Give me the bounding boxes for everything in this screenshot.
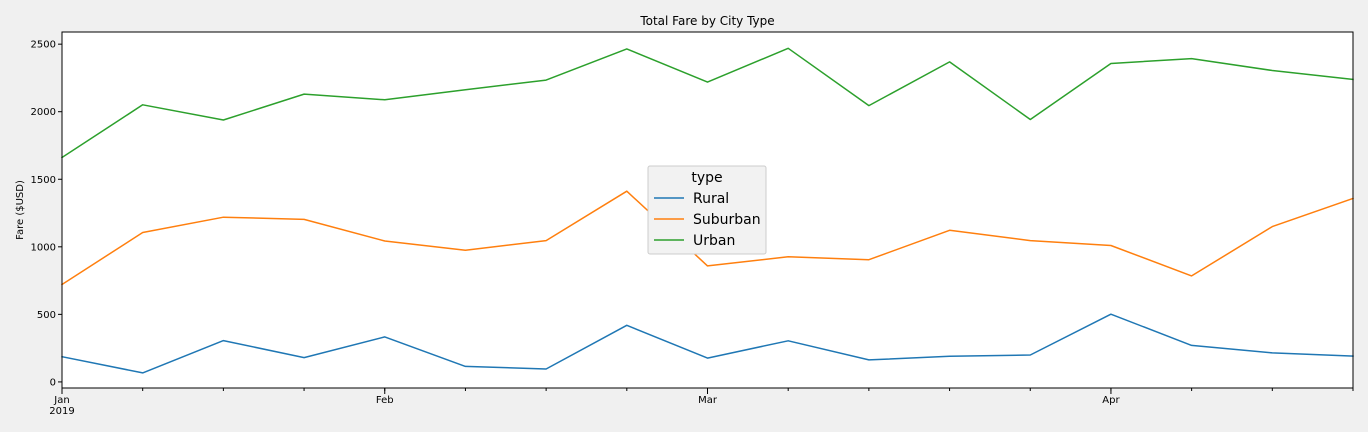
legend-label: Rural <box>693 191 729 207</box>
y-axis: 0 500 1000 1500 2000 2500 <box>31 40 62 388</box>
y-tick-label: 0 <box>50 377 56 388</box>
x-tick-label: Feb <box>376 395 394 406</box>
y-axis-label: Fare ($USD) <box>15 180 26 240</box>
y-tick-label: 500 <box>37 310 56 321</box>
chart-title: Total Fare by City Type <box>639 14 774 28</box>
series-line-urban <box>60 47 1354 159</box>
legend: type Rural Suburban Urban <box>647 165 767 255</box>
x-tick-sublabel: 2019 <box>49 406 74 417</box>
series-line-rural <box>61 313 1354 374</box>
y-tick-label: 2000 <box>31 107 56 118</box>
plot-frame <box>61 31 1354 389</box>
legend-label: Suburban <box>693 212 761 228</box>
x-tick-label: Jan <box>53 395 69 406</box>
y-tick-label: 1500 <box>31 175 56 186</box>
legend-box <box>647 165 767 255</box>
x-tick-label: Apr <box>1102 395 1120 406</box>
y-tick-label: 1000 <box>31 242 56 253</box>
legend-label: Urban <box>693 233 735 249</box>
x-tick-label: Mar <box>698 395 718 406</box>
legend-title: type <box>691 170 722 186</box>
series-line-suburban <box>60 190 1354 286</box>
series-lines <box>60 47 1354 374</box>
y-tick-label: 2500 <box>31 40 56 51</box>
